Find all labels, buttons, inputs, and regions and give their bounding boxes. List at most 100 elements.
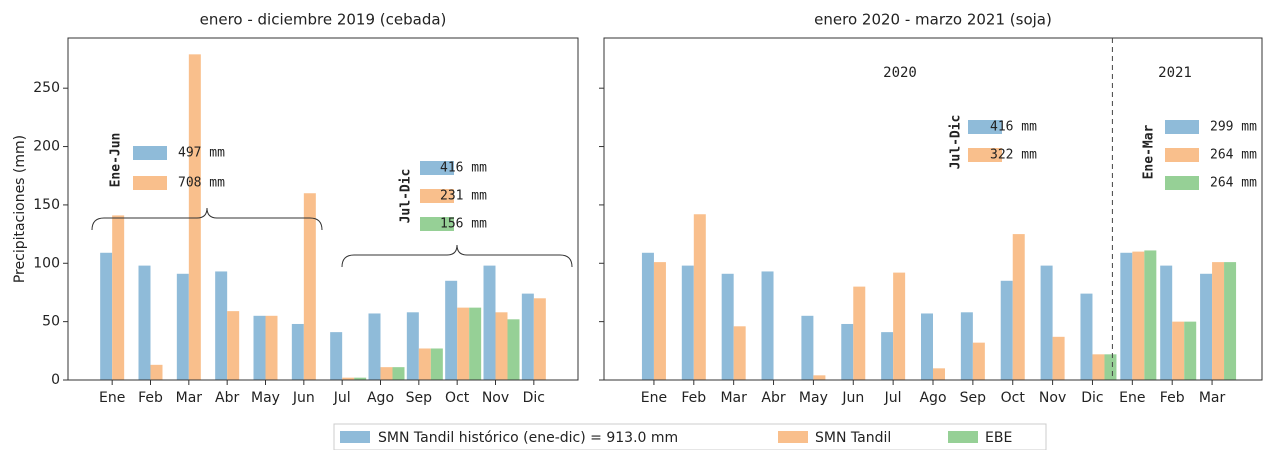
- annotation-period: Ene-Mar: [1142, 124, 1157, 179]
- annotation-period: Ene-Jun: [109, 133, 124, 188]
- year-label: 2021: [1158, 65, 1192, 81]
- bar: [733, 326, 746, 380]
- bar: [1120, 252, 1133, 380]
- bar: [100, 252, 113, 380]
- y-axis-label: Precipitaciones (mm): [12, 135, 28, 283]
- x-tick-label: Sep: [960, 390, 987, 406]
- bar: [253, 315, 266, 380]
- annotation-total: 416 mm: [440, 161, 487, 176]
- annotation-period: Jul-Dic: [949, 115, 964, 170]
- annotation-total: 156 mm: [440, 217, 487, 232]
- bar: [188, 54, 201, 380]
- annotation-swatch: [1165, 148, 1199, 162]
- bar: [469, 307, 482, 380]
- bar: [1040, 265, 1053, 380]
- bar: [1132, 251, 1145, 380]
- bar: [507, 319, 520, 380]
- x-tick-label: Ene: [641, 390, 667, 406]
- bar: [1184, 321, 1197, 380]
- x-tick-label: Ago: [367, 390, 394, 406]
- bar: [1012, 234, 1025, 380]
- bar: [330, 332, 343, 380]
- bar: [721, 273, 734, 380]
- annotation-swatch: [420, 189, 454, 203]
- y-tick-label: 100: [33, 255, 60, 271]
- bar: [841, 323, 854, 380]
- bar: [1104, 354, 1117, 380]
- bar: [761, 271, 774, 380]
- bar: [406, 312, 419, 380]
- bar: [483, 265, 496, 380]
- bar: [227, 311, 240, 380]
- bar: [1000, 280, 1013, 380]
- bar: [1144, 250, 1157, 380]
- bar: [380, 367, 393, 380]
- bar: [1092, 354, 1105, 380]
- annotation-swatch: [420, 161, 454, 175]
- x-tick-label: Mar: [1199, 390, 1226, 406]
- x-tick-label: Abr: [215, 390, 239, 406]
- annotation-swatch: [420, 217, 454, 231]
- x-tick-label: Oct: [1001, 390, 1026, 406]
- bar: [392, 367, 405, 380]
- bar: [176, 273, 189, 380]
- bar: [445, 280, 458, 380]
- x-tick-label: Ago: [919, 390, 946, 406]
- x-tick-label: Dic: [523, 390, 545, 406]
- bar: [495, 312, 508, 380]
- x-tick-label: Nov: [1039, 390, 1066, 406]
- bar: [853, 286, 866, 380]
- legend-label: EBE: [985, 430, 1012, 446]
- annotation-total: 416 mm: [990, 120, 1037, 135]
- x-tick-label: Jun: [292, 390, 315, 406]
- y-tick-label: 250: [33, 80, 60, 96]
- legend-label: SMN Tandil: [815, 430, 891, 446]
- year-label: 2020: [883, 65, 917, 81]
- x-tick-label: Mar: [176, 390, 203, 406]
- panel-title: enero 2020 - marzo 2021 (soja): [814, 11, 1052, 29]
- y-tick-label: 50: [42, 314, 60, 330]
- bar: [150, 364, 163, 380]
- bar: [653, 262, 666, 380]
- annotation-swatch: [1165, 176, 1199, 190]
- annotation-swatch: [968, 120, 1002, 134]
- x-tick-label: Oct: [445, 390, 470, 406]
- y-tick-label: 150: [33, 197, 60, 213]
- legend-swatch: [340, 431, 370, 443]
- bar: [265, 315, 278, 380]
- legend-swatch: [948, 431, 978, 443]
- bar: [693, 214, 706, 380]
- bar: [368, 313, 381, 380]
- bar: [303, 193, 316, 380]
- x-tick-label: Feb: [138, 390, 163, 406]
- bar: [430, 348, 443, 380]
- annotation-swatch: [133, 146, 167, 160]
- legend-swatch: [778, 431, 808, 443]
- bar: [533, 298, 546, 380]
- bar: [813, 375, 826, 380]
- bar: [893, 272, 906, 380]
- x-tick-label: Nov: [482, 390, 509, 406]
- bar: [1080, 293, 1093, 380]
- plot-frame: [603, 37, 1263, 381]
- legend-label: SMN Tandil histórico (ene-dic) = 913.0 m…: [378, 430, 678, 446]
- bar: [112, 215, 125, 380]
- bar: [1172, 321, 1185, 380]
- legend-box: [333, 423, 1047, 450]
- bar: [457, 307, 470, 380]
- y-tick-label: 0: [51, 372, 60, 388]
- bar: [521, 293, 534, 380]
- bar: [921, 313, 933, 380]
- x-tick-label: Jul: [333, 390, 351, 406]
- annotation-total: 708 mm: [178, 176, 225, 191]
- annotation-total: 264 mm: [1210, 148, 1257, 163]
- bar: [881, 332, 894, 380]
- x-tick-label: Abr: [761, 390, 785, 406]
- x-tick-label: May: [799, 390, 828, 406]
- x-tick-label: Feb: [1160, 390, 1185, 406]
- annotation-period: Jul-Dic: [399, 169, 414, 224]
- bar: [1224, 262, 1237, 380]
- annotation-swatch: [1165, 120, 1199, 134]
- y-tick-label: 200: [33, 139, 60, 155]
